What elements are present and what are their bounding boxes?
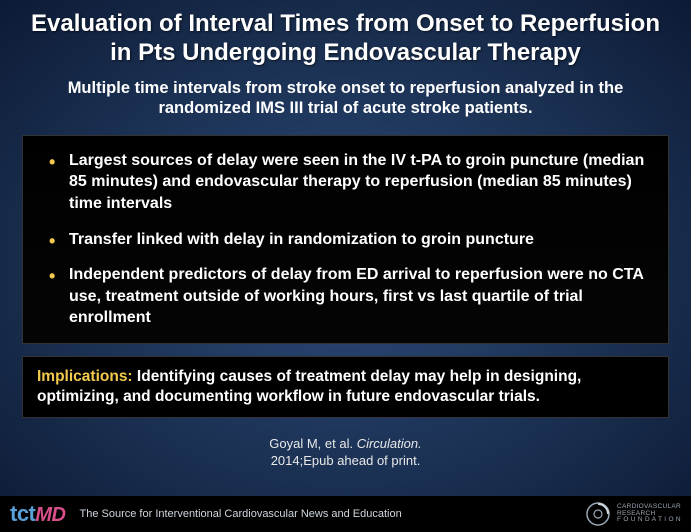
crf-logo: CARDIOVASCULAR RESEARCH F O U N D A T I … bbox=[585, 501, 681, 527]
footer-tagline: The Source for Interventional Cardiovasc… bbox=[80, 508, 585, 520]
footer-bar: tctMD The Source for Interventional Card… bbox=[0, 496, 691, 532]
slide-subtitle: Multiple time intervals from stroke onse… bbox=[0, 72, 691, 129]
crf-line: F O U N D A T I O N bbox=[617, 517, 681, 524]
crf-text: CARDIOVASCULAR RESEARCH F O U N D A T I … bbox=[617, 504, 681, 524]
finding-item: Independent predictors of delay from ED … bbox=[45, 264, 650, 329]
tctmd-logo: tctMD bbox=[10, 501, 66, 527]
citation-journal: Circulation. bbox=[357, 436, 422, 451]
crf-swirl-icon bbox=[585, 501, 611, 527]
logo-md-text: MD bbox=[35, 504, 65, 527]
citation-rest: 2014;Epub ahead of print. bbox=[271, 453, 421, 468]
findings-list: Largest sources of delay were seen in th… bbox=[45, 150, 650, 329]
findings-box: Largest sources of delay were seen in th… bbox=[22, 135, 669, 344]
implications-label: Implications: bbox=[37, 368, 133, 385]
citation: Goyal M, et al. Circulation. 2014;Epub a… bbox=[0, 436, 691, 470]
implications-box: Implications: Identifying causes of trea… bbox=[22, 356, 669, 418]
finding-item: Transfer linked with delay in randomizat… bbox=[45, 229, 650, 251]
slide-title: Evaluation of Interval Times from Onset … bbox=[0, 0, 691, 72]
citation-authors: Goyal M, et al. bbox=[269, 436, 356, 451]
logo-tct-text: tct bbox=[10, 501, 35, 527]
finding-item: Largest sources of delay were seen in th… bbox=[45, 150, 650, 215]
